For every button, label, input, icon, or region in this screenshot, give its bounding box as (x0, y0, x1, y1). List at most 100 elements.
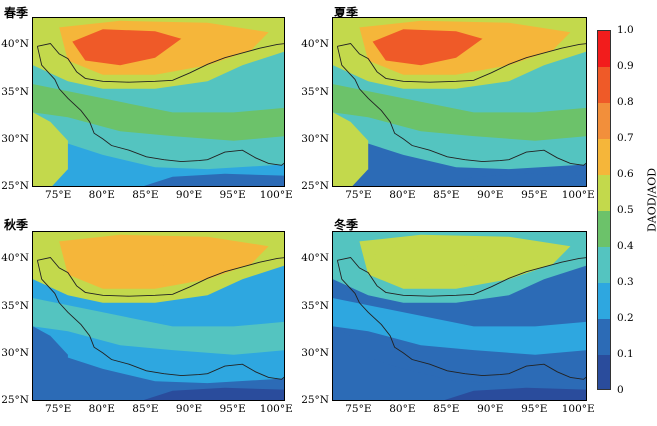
field-band-west (333, 326, 369, 400)
colorbar-tick: 0.1 (617, 348, 634, 360)
map-svg (333, 18, 586, 186)
colorbar-tick: 0.5 (617, 204, 634, 216)
colorbar-tick: 0 (617, 384, 624, 396)
colorbar-tick: 0.2 (617, 312, 634, 324)
colorbar-tick: 0.6 (617, 168, 634, 180)
colorbar-label: DAOD/AOD (645, 167, 657, 233)
map-svg (33, 18, 284, 186)
colorbar-tick: 0.9 (617, 60, 634, 72)
boundary-line-south (336, 260, 586, 380)
colorbar-tick: 0.8 (617, 96, 634, 108)
lon-tick-label: 85°E (132, 189, 159, 201)
lat-tick-label: 35°N (1, 85, 29, 98)
field-band-deep (143, 387, 284, 400)
field-band-south (333, 345, 586, 400)
lon-tick-label: 80°E (88, 403, 115, 415)
colorbar-segment (598, 139, 610, 175)
boundary-line-north (337, 257, 586, 297)
lon-tick-label: 80°E (88, 189, 115, 201)
colorbar-tick: 0.3 (617, 276, 634, 288)
field-band-deep (444, 173, 586, 186)
colorbar-segment (598, 319, 610, 355)
field-band-west (33, 112, 68, 186)
lon-tick-label: 75°E (345, 403, 372, 415)
lon-tick-label: 95°E (219, 189, 246, 201)
lon-tick-label: 90°E (175, 189, 203, 201)
colorbar-tick: 0.7 (617, 132, 634, 144)
lon-tick-label: 95°E (219, 403, 246, 415)
field-band-plateau (33, 84, 284, 141)
colorbar-tick: 1.0 (617, 24, 634, 36)
panel-title: 春季 (4, 6, 29, 20)
lat-tick-label: 35°N (1, 299, 29, 312)
lat-tick-label: 25°N (301, 394, 329, 406)
lon-tick-label: 80°E (389, 189, 416, 201)
colorbar-tick: 0.4 (617, 240, 634, 252)
lat-tick-label: 35°N (301, 299, 329, 312)
lon-tick-label: 90°E (477, 189, 504, 201)
field-band-south (33, 131, 284, 186)
lat-tick-label: 30°N (301, 346, 329, 359)
lon-tick-label: 95°E (521, 403, 548, 415)
lon-tick-label: 75°E (345, 189, 372, 201)
lon-tick-label: 85°E (433, 403, 460, 415)
lat-tick-label: 40°N (1, 38, 29, 51)
field-band-deep (444, 387, 586, 400)
lon-tick-label: 100°E (259, 403, 293, 415)
field-band-west (33, 326, 68, 400)
lat-tick-label: 40°N (1, 252, 29, 265)
field-core-taklimakan (72, 243, 182, 280)
colorbar-segment (598, 211, 610, 247)
field-core-taklimakan (372, 243, 483, 280)
map-panel-winter (332, 231, 587, 401)
colorbar (597, 30, 611, 390)
map-panel-spring (32, 17, 285, 187)
boundary-line-south (36, 260, 284, 380)
colorbar-segment (598, 103, 610, 139)
panel-title: 秋季 (4, 218, 29, 232)
lat-tick-label: 25°N (1, 180, 29, 192)
map-panel-autumn (32, 231, 285, 401)
boundary-line-north (37, 257, 284, 297)
lon-tick-label: 90°E (175, 403, 203, 415)
lon-tick-label: 85°E (433, 189, 460, 201)
field-core-taklimakan (72, 29, 182, 66)
lon-tick-label: 100°E (561, 403, 595, 415)
panel-title: 夏季 (334, 6, 359, 20)
lat-tick-label: 35°N (301, 85, 329, 98)
lat-tick-label: 30°N (1, 346, 29, 359)
map-panel-summer (332, 17, 587, 187)
field-band-plateau (33, 298, 284, 355)
lon-tick-label: 100°E (259, 189, 293, 201)
lat-tick-label: 40°N (301, 38, 329, 51)
lon-tick-label: 85°E (132, 403, 159, 415)
field-band-deep (143, 173, 284, 186)
lat-tick-label: 25°N (1, 394, 29, 406)
map-svg (333, 232, 586, 400)
lat-tick-label: 30°N (1, 132, 29, 145)
lat-tick-label: 25°N (301, 180, 329, 192)
colorbar-segment (598, 247, 610, 283)
boundary-line-north (37, 43, 284, 83)
colorbar-segment (598, 67, 610, 103)
boundary-line-south (36, 46, 284, 166)
lat-tick-label: 40°N (301, 252, 329, 265)
field-band-south (333, 131, 586, 186)
boundary-line-south (336, 46, 586, 166)
lat-tick-label: 30°N (301, 132, 329, 145)
lon-tick-label: 75°E (45, 403, 72, 415)
field-band-plateau (333, 298, 586, 355)
colorbar-segment (598, 175, 610, 211)
panel-title: 冬季 (334, 218, 359, 232)
colorbar-segment (598, 31, 610, 67)
field-band-south (33, 345, 284, 400)
lon-tick-label: 80°E (389, 403, 416, 415)
field-core-taklimakan (372, 29, 483, 66)
field-band-plateau (333, 84, 586, 141)
map-svg (33, 232, 284, 400)
boundary-line-north (337, 43, 586, 83)
field-band-west (333, 112, 369, 186)
colorbar-segment (598, 355, 610, 389)
colorbar-segment (598, 283, 610, 319)
lon-tick-label: 100°E (561, 189, 595, 201)
